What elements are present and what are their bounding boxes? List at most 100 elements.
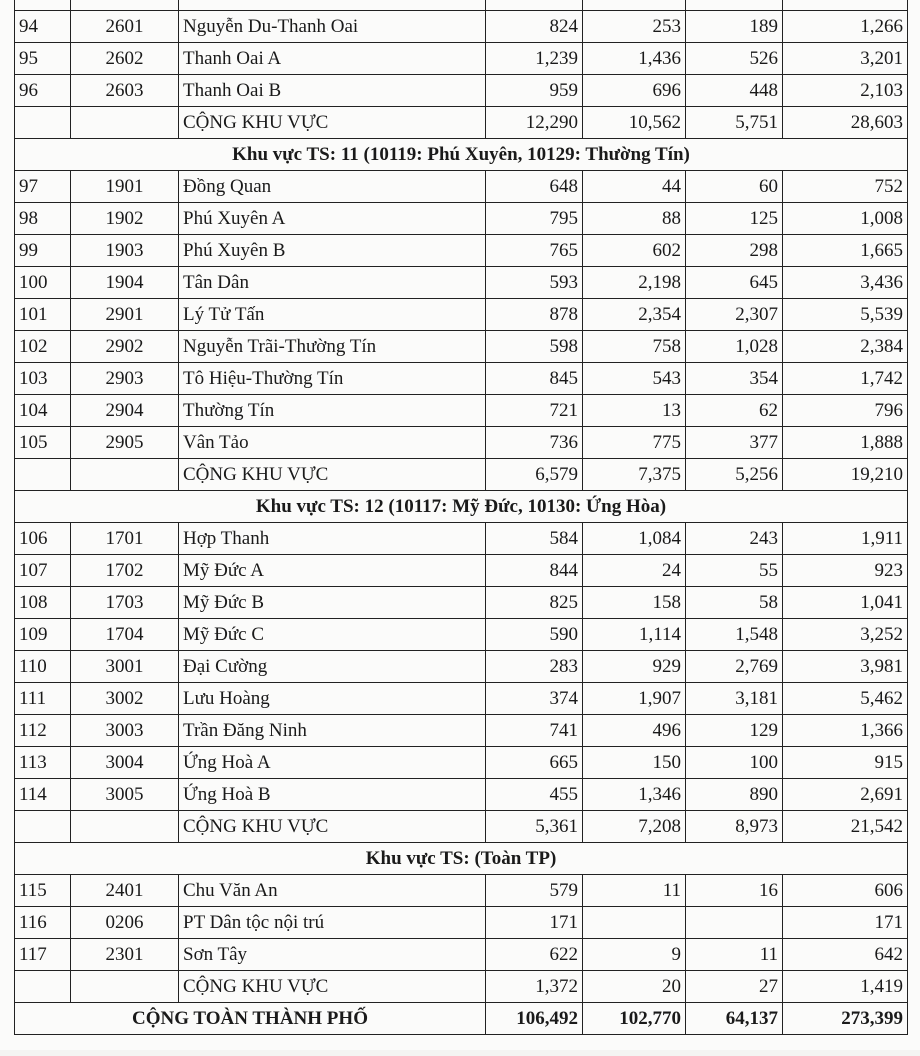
value-col-3: 1,028 [685, 330, 783, 363]
row-total: 2,691 [782, 778, 908, 811]
subtotal-col-3: 8,973 [685, 810, 783, 843]
school-name: Thanh Oai A [178, 42, 486, 75]
row-total: 1,366 [782, 714, 908, 747]
value-col-1: 824 [485, 10, 583, 43]
value-col-3: 100 [685, 746, 783, 779]
row-number: 108 [14, 586, 71, 619]
value-col-2: 13 [582, 394, 686, 427]
value-col-2: 496 [582, 714, 686, 747]
value-col-1: 825 [485, 586, 583, 619]
table-row: 103 2903 Tô Hiệu-Thường Tín 845 543 354 1,742 [14, 362, 908, 395]
row-number: 100 [14, 266, 71, 299]
row-total: 3,436 [782, 266, 908, 299]
value-col-3: 377 [685, 426, 783, 459]
value-col-3: 62 [685, 394, 783, 427]
row-number: 106 [14, 522, 71, 555]
value-col-1: 283 [485, 650, 583, 683]
row-number: 96 [14, 74, 71, 107]
table-row: 99 1903 Phú Xuyên B 765 602 298 1,665 [14, 234, 908, 267]
value-col-1: 736 [485, 426, 583, 459]
school-code: 2603 [70, 74, 179, 107]
school-code: 2904 [70, 394, 179, 427]
school-code: 1701 [70, 522, 179, 555]
school-code: 1904 [70, 266, 179, 299]
school-name: Ứng Hoà A [178, 746, 486, 779]
subtotal-col-3: 5,751 [685, 106, 783, 139]
table-row: 96 2603 Thanh Oai B 959 696 448 2,103 [14, 74, 908, 107]
table-row: 101 2901 Lý Tử Tấn 878 2,354 2,307 5,539 [14, 298, 908, 331]
row-total: 5,462 [782, 682, 908, 715]
subtotal-total: 1,419 [782, 970, 908, 1003]
value-col-2: 9 [582, 938, 686, 971]
value-col-1: 765 [485, 234, 583, 267]
section-header: Khu vực TS: 11 (10119: Phú Xuyên, 10129:… [14, 138, 908, 171]
table-row: 94 2601 Nguyễn Du-Thanh Oai 824 253 189 1,266 [14, 10, 908, 43]
value-col-2: 602 [582, 234, 686, 267]
value-col-2: 1,436 [582, 42, 686, 75]
empty-cell [14, 810, 71, 843]
school-code: 2401 [70, 874, 179, 907]
value-col-1: 171 [485, 906, 583, 939]
row-total: 1,266 [782, 10, 908, 43]
school-name: Ứng Hoà B [178, 778, 486, 811]
row-number: 101 [14, 298, 71, 331]
subtotal-row: CỘNG KHU VỰC 1,372 20 27 1,419 [14, 970, 908, 1003]
school-code: 3005 [70, 778, 179, 811]
row-total: 3,252 [782, 618, 908, 651]
school-code: 1703 [70, 586, 179, 619]
row-number: 111 [14, 682, 71, 715]
row-total: 1,888 [782, 426, 908, 459]
school-code: 2602 [70, 42, 179, 75]
value-col-3: 3,181 [685, 682, 783, 715]
empty-cell [70, 970, 179, 1003]
subtotal-col-2: 10,562 [582, 106, 686, 139]
value-col-1: 590 [485, 618, 583, 651]
value-col-2: 88 [582, 202, 686, 235]
row-total: 1,008 [782, 202, 908, 235]
value-col-2: 44 [582, 170, 686, 203]
grand-total-row: CỘNG TOÀN THÀNH PHỐ 106,492 102,770 64,137 2… [14, 1002, 908, 1035]
row-number: 109 [14, 618, 71, 651]
value-col-1: 1,239 [485, 42, 583, 75]
table-row: 112 3003 Trần Đăng Ninh 741 496 129 1,366 [14, 714, 908, 747]
value-col-3: 645 [685, 266, 783, 299]
value-col-1: 584 [485, 522, 583, 555]
value-col-3: 55 [685, 554, 783, 587]
empty-cell [14, 458, 71, 491]
row-total: 5,539 [782, 298, 908, 331]
table-row: 113 3004 Ứng Hoà A 665 150 100 915 [14, 746, 908, 779]
row-total: 923 [782, 554, 908, 587]
school-code: 2903 [70, 362, 179, 395]
value-col-1: 959 [485, 74, 583, 107]
value-col-2: 158 [582, 586, 686, 619]
section-header: Khu vực TS: 12 (10117: Mỹ Đức, 10130: Ứn… [14, 490, 908, 523]
grand-total-total: 273,399 [782, 1002, 908, 1035]
school-code: 1702 [70, 554, 179, 587]
value-col-3: 189 [685, 10, 783, 43]
value-col-1: 721 [485, 394, 583, 427]
table-row: 107 1702 Mỹ Đức A 844 24 55 923 [14, 554, 908, 587]
school-name: PT Dân tộc nội trú [178, 906, 486, 939]
table-row: 115 2401 Chu Văn An 579 11 16 606 [14, 874, 908, 907]
school-name: Lý Tử Tấn [178, 298, 486, 331]
subtotal-col-1: 6,579 [485, 458, 583, 491]
row-total: 171 [782, 906, 908, 939]
row-number: 102 [14, 330, 71, 363]
row-total: 1,665 [782, 234, 908, 267]
value-col-3: 298 [685, 234, 783, 267]
school-name: Mỹ Đức C [178, 618, 486, 651]
value-col-2: 2,354 [582, 298, 686, 331]
row-number: 114 [14, 778, 71, 811]
subtotal-total: 21,542 [782, 810, 908, 843]
grand-total-col-3: 64,137 [685, 1002, 783, 1035]
row-total: 3,981 [782, 650, 908, 683]
subtotal-col-1: 1,372 [485, 970, 583, 1003]
value-col-1: 579 [485, 874, 583, 907]
table-row-partial [14, 0, 908, 11]
value-col-2: 929 [582, 650, 686, 683]
table-row: 111 3002 Lưu Hoàng 374 1,907 3,181 5,462 [14, 682, 908, 715]
value-col-1: 622 [485, 938, 583, 971]
school-code: 3001 [70, 650, 179, 683]
value-col-2: 11 [582, 874, 686, 907]
value-col-3: 1,548 [685, 618, 783, 651]
